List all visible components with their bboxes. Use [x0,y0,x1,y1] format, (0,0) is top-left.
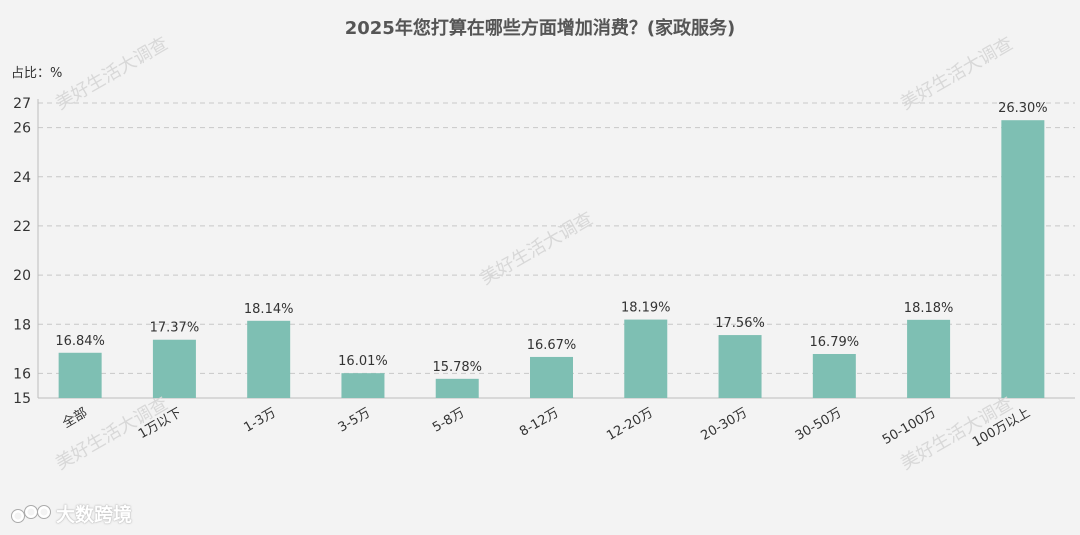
x-tick-label: 全部 [60,405,91,432]
data-label: 16.84% [55,334,105,349]
y-tick-label: 20 [13,268,31,284]
bar [435,378,479,398]
data-label: 16.67% [527,338,577,353]
bar [812,353,856,398]
grid-lines [37,99,1075,399]
bar [624,319,668,398]
logo-glyph-icon [11,504,51,523]
y-tick-label: 22 [13,219,31,235]
bar [58,352,102,398]
bar [530,356,573,398]
y-tick-label: 18 [13,317,31,333]
data-label: 26.30% [998,101,1048,116]
brand-logo: 大数跨境 [10,500,132,527]
bar [341,373,385,398]
y-tick-label: 16 [13,366,31,382]
x-axis-labels: 全部 1万以下 1-3万 3-5万 5-8万 8-12万 12-20万 20-30万 30-50… [60,405,1033,451]
y-tick-label: 27 [13,96,31,112]
data-labels: 16.84% 17.37% 18.14% 16.01% 15.78% 16.67% 18.1… [55,101,1047,375]
x-tick-label: 5-8万 [430,405,467,435]
x-tick-label: 30-50万 [793,405,844,443]
logo-text: 大数跨境 [56,504,133,526]
bar [907,319,951,398]
watermark-text: 美好生活大调查 [52,33,172,114]
bar [1001,120,1045,398]
bars [58,120,1045,398]
x-tick-label: 3-5万 [336,405,373,435]
bar [247,320,291,398]
data-label: 18.18% [904,301,954,316]
y-tick-label: 15 [13,391,31,407]
chart-title: 2025年您打算在哪些方面增加消费？(家政服务) [344,18,736,39]
x-tick-label: 20-30万 [699,405,750,443]
y-tick-label: 26 [13,121,31,137]
y-axis-unit-label: 占比：% [11,66,63,81]
data-label: 18.19% [621,301,671,316]
bar [718,335,762,398]
data-label: 15.78% [432,360,482,375]
data-label: 16.01% [338,354,388,369]
watermark-text: 美好生活大调查 [477,208,597,289]
y-axis-ticks: 15 16 18 20 22 24 26 27 [13,96,31,407]
x-tick-label: 8-12万 [517,405,561,439]
x-tick-label: 12-20万 [604,405,655,443]
bar [152,339,196,398]
data-label: 16.79% [810,335,860,350]
data-label: 17.56% [715,316,765,331]
data-label: 18.14% [244,302,294,317]
data-label: 17.37% [150,321,200,336]
y-tick-label: 24 [13,170,31,186]
x-tick-label: 1-3万 [242,405,279,435]
